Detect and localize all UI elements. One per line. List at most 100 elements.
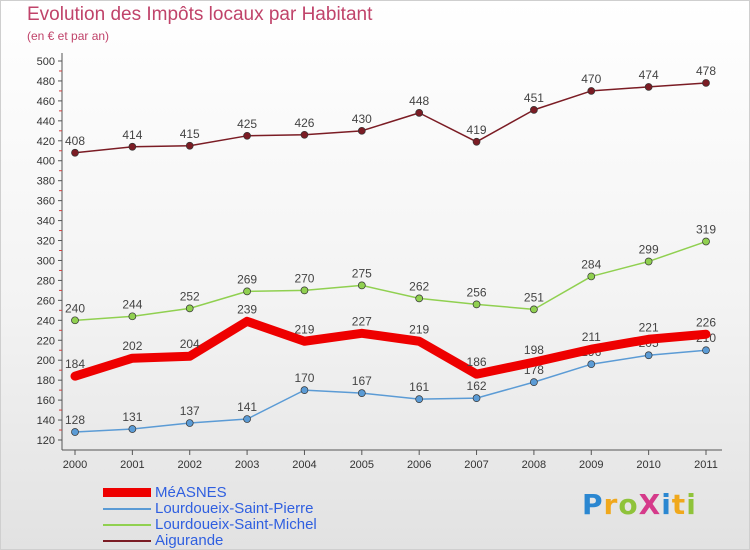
data-point-lourdoueix-saint-michel — [185, 304, 194, 313]
logo-letter: i — [686, 488, 697, 521]
data-label-aigurande: 448 — [409, 94, 429, 108]
data-label-aigurande: 419 — [467, 123, 487, 137]
x-tick-label: 2007 — [464, 459, 488, 471]
data-point-lourdoueix-saint-pierre — [71, 428, 79, 436]
data-label-lourdoueix-saint-michel: 256 — [467, 285, 487, 299]
series-line-lourdoueix-saint-pierre — [74, 349, 707, 433]
data-point-aigurande — [357, 126, 366, 135]
data-label-lourdoueix-saint-pierre: 141 — [237, 400, 257, 414]
data-point-lourdoueix-saint-pierre — [644, 351, 653, 360]
data-label-aigurande: 474 — [639, 68, 659, 82]
x-tick-label: 2009 — [579, 459, 603, 471]
data-point-lourdoueix-saint-michel — [587, 272, 596, 281]
data-label-measnes: 226 — [696, 315, 716, 329]
data-point-lourdoueix-saint-pierre — [415, 395, 424, 403]
x-tick-label: 2006 — [407, 459, 431, 471]
data-label-measnes: 211 — [582, 330, 601, 344]
x-tick-label: 2011 — [694, 459, 718, 471]
data-label-measnes: 239 — [237, 302, 257, 316]
chart-subtitle: (en € et par an) — [27, 29, 110, 43]
logo-letter: P — [582, 488, 604, 521]
y-tick-label: 340 — [37, 216, 55, 228]
y-tick-label: 380 — [37, 176, 55, 188]
data-point-lourdoueix-saint-michel — [357, 281, 366, 290]
data-label-measnes: 198 — [524, 343, 544, 357]
data-label-lourdoueix-saint-pierre: 137 — [180, 404, 200, 418]
x-tick-label: 2000 — [63, 459, 87, 471]
y-tick-label: 120 — [37, 435, 55, 447]
data-point-lourdoueix-saint-pierre — [300, 386, 309, 394]
data-point-lourdoueix-saint-pierre — [530, 378, 538, 387]
legend-swatch-aigurande — [103, 540, 151, 542]
data-label-lourdoueix-saint-michel: 270 — [294, 271, 314, 285]
y-tick-label: 320 — [37, 236, 55, 248]
series-line-lourdoueix-saint-michel — [74, 240, 707, 322]
data-label-aigurande: 426 — [294, 116, 314, 130]
data-point-aigurande — [128, 142, 137, 151]
x-tick-label: 2008 — [522, 459, 546, 471]
data-point-aigurande — [702, 79, 710, 87]
data-label-aigurande: 451 — [524, 91, 544, 105]
data-point-aigurande — [415, 109, 424, 117]
data-label-measnes: 204 — [180, 337, 200, 351]
proxiti-logo: ProXiti — [582, 488, 697, 521]
logo-letter: r — [603, 488, 619, 521]
data-label-lourdoueix-saint-michel: 244 — [122, 297, 142, 311]
y-tick-label: 500 — [37, 56, 55, 68]
y-tick-label: 160 — [37, 395, 55, 407]
data-label-aigurande: 470 — [581, 72, 601, 86]
data-label-aigurande: 425 — [237, 117, 257, 131]
y-tick-label: 280 — [37, 275, 55, 287]
data-point-lourdoueix-saint-michel — [702, 237, 710, 246]
data-label-lourdoueix-saint-michel: 252 — [180, 289, 200, 303]
x-tick-label: 2010 — [636, 459, 660, 471]
y-tick-label: 240 — [37, 315, 55, 327]
y-tick-label: 180 — [37, 375, 55, 387]
data-label-measnes: 227 — [352, 314, 372, 328]
legend-swatch-measnes — [103, 488, 151, 497]
x-tick-label: 2004 — [292, 459, 316, 471]
data-label-lourdoueix-saint-michel: 251 — [524, 290, 544, 304]
legend-swatch-lourdoueix-saint-michel — [103, 524, 151, 526]
data-label-lourdoueix-saint-pierre: 167 — [352, 374, 372, 388]
logo-letter: X — [638, 488, 662, 521]
data-label-lourdoueix-saint-michel: 240 — [65, 301, 85, 315]
legend-swatch-lourdoueix-saint-pierre — [103, 508, 151, 510]
data-point-lourdoueix-saint-michel — [243, 287, 251, 296]
data-point-aigurande — [587, 87, 596, 95]
data-label-measnes: 184 — [65, 357, 85, 371]
data-point-lourdoueix-saint-michel — [415, 294, 424, 303]
x-tick-label: 2003 — [235, 459, 259, 471]
logo-letter: i — [661, 488, 672, 521]
data-point-aigurande — [472, 137, 481, 146]
y-tick-label: 440 — [37, 116, 55, 128]
data-point-lourdoueix-saint-michel — [300, 286, 309, 295]
data-label-lourdoueix-saint-michel: 319 — [696, 223, 716, 237]
x-tick-label: 2005 — [350, 459, 374, 471]
data-label-measnes: 202 — [122, 339, 142, 353]
y-tick-label: 300 — [37, 255, 55, 267]
data-label-lourdoueix-saint-pierre: 128 — [65, 413, 85, 427]
data-point-lourdoueix-saint-pierre — [702, 346, 710, 355]
legend-label-lourdoueix-saint-michel: Lourdoueix-Saint-Michel — [155, 516, 317, 533]
data-point-lourdoueix-saint-michel — [128, 312, 137, 321]
data-label-lourdoueix-saint-pierre: 161 — [409, 380, 429, 394]
chart-title: Evolution des Impôts locaux par Habitant — [27, 4, 373, 25]
y-tick-label: 400 — [37, 156, 55, 168]
data-label-measnes: 219 — [294, 322, 314, 336]
y-tick-label: 200 — [37, 355, 55, 367]
data-point-aigurande — [644, 83, 653, 91]
logo-letter: o — [618, 488, 639, 521]
y-tick-label: 420 — [37, 136, 55, 148]
data-point-lourdoueix-saint-michel — [71, 316, 79, 325]
data-point-lourdoueix-saint-pierre — [185, 419, 194, 427]
data-label-aigurande: 408 — [65, 134, 85, 148]
series-line-measnes — [70, 316, 711, 381]
x-tick-label: 2002 — [177, 459, 201, 471]
data-point-aigurande — [530, 106, 538, 114]
data-point-lourdoueix-saint-michel — [530, 305, 538, 314]
series-line-aigurande — [74, 82, 707, 154]
y-tick-label: 220 — [37, 335, 55, 347]
data-label-lourdoueix-saint-michel: 284 — [581, 257, 601, 271]
